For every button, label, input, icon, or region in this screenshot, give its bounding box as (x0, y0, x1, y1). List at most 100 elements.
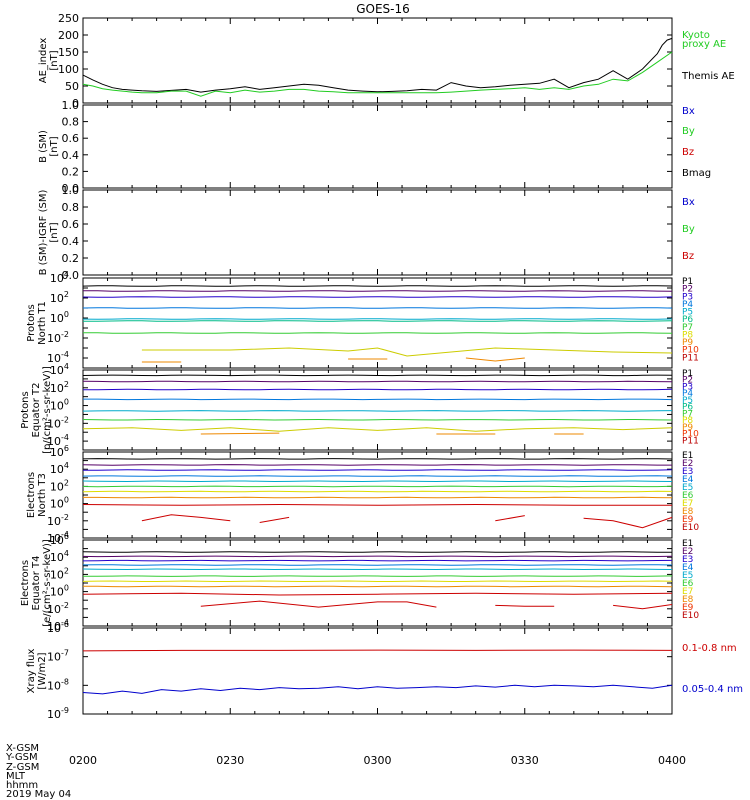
legend-entry-p5: P5 (682, 396, 693, 406)
legend-entry-p8: P8 (682, 416, 693, 426)
y-tick-exponent: 2 (64, 478, 69, 487)
series-line (82, 580, 673, 583)
series-line (82, 649, 673, 652)
legend-entry-e9: E9 (682, 603, 694, 613)
y-axis-label-line: [nT] (49, 136, 60, 156)
y-axis-label-line: Equator T2 (31, 383, 42, 438)
y-tick-label: 0.4 (62, 149, 80, 162)
y-tick-label: 50 (65, 80, 79, 93)
series-p1 (82, 285, 673, 287)
panel-frame (82, 539, 673, 627)
series-line (82, 51, 673, 97)
y-axis-label-line: [p/(cm²-s-sr-keV)] (42, 366, 53, 454)
legend-entry-p3: P3 (682, 382, 693, 392)
y-axis-label: Xray flux[W/m2] (26, 649, 48, 694)
series-line (82, 551, 673, 553)
series-line (495, 515, 525, 522)
y-tick-label: 0.8 (62, 116, 80, 129)
y-tick-label: 150 (58, 46, 79, 59)
y-tick-exponent: 4 (64, 461, 69, 470)
legend-entry-by: By (682, 224, 695, 235)
legend-entry-bmag: Bmag (682, 168, 711, 179)
series-line (83, 496, 673, 499)
y-tick-exponent: 0 (64, 398, 69, 407)
legend-entry-e1: E1 (682, 451, 693, 461)
series-line (82, 555, 673, 558)
series-p8 (141, 347, 673, 357)
legend-entry-bx: Bx (682, 106, 695, 117)
y-tick-exponent: 0 (64, 584, 69, 593)
series-line (82, 684, 673, 695)
y-tick-exponent: -7 (61, 649, 69, 658)
series-line (83, 398, 673, 401)
legend-entry-e10: E10 (682, 523, 699, 533)
series-line (83, 575, 673, 577)
footer-line-z-gsm: Z-GSM (6, 761, 40, 773)
y-tick-label: 0.0 (62, 269, 80, 282)
y-tick-label: 10-2 (47, 330, 69, 345)
y-axis-label: B (SM)[nT] (38, 130, 60, 163)
series-line (141, 514, 231, 522)
legend-entry-e5: E5 (682, 571, 693, 581)
y-tick-exponent: -8 (61, 677, 69, 686)
legend-entry-p11: P11 (682, 436, 699, 446)
y-tick-label: 0.6 (62, 218, 80, 231)
series-line (82, 585, 673, 588)
series-line (82, 480, 673, 483)
series-line (259, 516, 290, 523)
y-tick-label: 0.2 (62, 165, 80, 178)
series-e10 (200, 600, 673, 610)
series-line (82, 290, 673, 292)
series-e9 (82, 592, 673, 596)
legend-entry-e5: E5 (682, 483, 693, 493)
panel-xray: 10-6 10-7 10-8 10-9 Xray flux[W/m2] 0.1-0.8 n… (26, 620, 743, 721)
series-p5 (82, 410, 673, 412)
series-e6 (83, 575, 673, 577)
y-tick-exponent: -2 (61, 513, 69, 522)
series-e3 (82, 559, 673, 562)
series-e2 (82, 464, 672, 466)
legend-entry-p2: P2 (682, 285, 693, 295)
y-axis-label-line: Electrons (20, 560, 31, 606)
legend-entry-e10: E10 (682, 611, 699, 621)
y-tick-exponent: -2 (61, 330, 69, 339)
x-tick-label: 0400 (658, 754, 686, 767)
series-e5 (82, 568, 673, 571)
series-line (82, 490, 673, 493)
series-kyoto-proxy-ae (82, 51, 673, 97)
panel-bsm: 0.0 0.2 0.4 0.6 0.8 1.0 B (SM)[nT] Bx By Bz Bmag (38, 99, 711, 195)
panel-frame (82, 189, 673, 276)
series-line (82, 320, 673, 322)
y-tick-exponent: 2 (64, 290, 69, 299)
legend-entry-p6: P6 (682, 403, 693, 413)
series-line (82, 380, 673, 383)
series-p1 (82, 374, 673, 377)
x-tick-label: 0200 (69, 754, 97, 767)
legend-entry-e7: E7 (682, 499, 693, 509)
y-tick-label: 0.8 (62, 201, 80, 214)
legend-entry-e6: E6 (682, 491, 694, 501)
legend-entry-e8: E8 (682, 507, 694, 517)
footer-line-mlt: MLT (6, 770, 25, 782)
legend-entry-proxy-ae: proxy AE (682, 39, 726, 50)
series-e7 (82, 580, 673, 583)
legend-entry-by: By (682, 126, 695, 137)
series-p4 (83, 398, 673, 401)
series-line (82, 475, 673, 477)
series-line (82, 37, 673, 93)
legend-entry-p3: P3 (682, 292, 693, 302)
y-tick-label: 100 (50, 496, 69, 511)
y-tick-exponent: 0 (64, 496, 69, 505)
series-line (82, 464, 672, 466)
y-tick-exponent: 6 (64, 532, 69, 541)
panel-frame (82, 104, 673, 189)
y-tick-exponent: -4 (61, 618, 69, 627)
series-p8 (200, 432, 584, 435)
